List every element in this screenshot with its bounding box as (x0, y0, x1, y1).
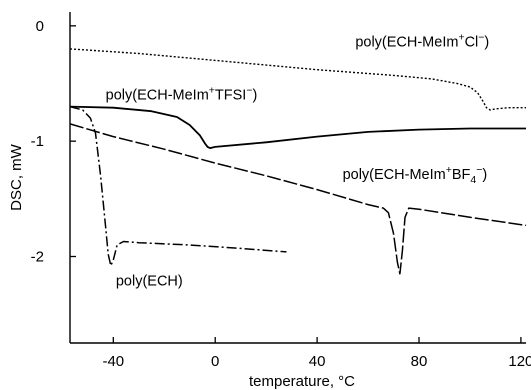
series-line-2 (69, 105, 526, 149)
y-tick-label-3: -2 (31, 249, 44, 266)
series-line-3 (69, 123, 527, 275)
x-tick-label-4: 80 (411, 353, 428, 370)
x-tick-label-2: 0 (211, 353, 219, 370)
x-tick-label-3: 40 (309, 353, 326, 370)
y-tick-label-2: -1 (31, 133, 44, 150)
tick-layer: -40 0 40 80 120 0 -1 -2 (31, 18, 531, 370)
series-layer (69, 48, 527, 275)
x-tick-label-1: -40 (102, 353, 124, 370)
curve-label-2: poly(ECH-MeIm+TFSI−) (106, 85, 258, 104)
x-axis-title: temperature, °C (249, 373, 355, 390)
curve-label-layer: poly(ECH-MeIm+Cl−) poly(ECH-MeIm+TFSI−) po… (106, 32, 490, 290)
series-line-1 (69, 48, 526, 111)
y-tick-label-1: 0 (36, 18, 44, 35)
curve-label-3: poly(ECH-MeIm+BF4−) (343, 164, 488, 186)
x-tick-label-5: 120 (508, 353, 531, 370)
y-axis-title: DSC, mW (8, 143, 25, 211)
series-line-4 (69, 105, 287, 267)
curve-label-1: poly(ECH-MeIm+Cl−) (355, 32, 489, 51)
curve-label-4: poly(ECH) (116, 273, 183, 289)
